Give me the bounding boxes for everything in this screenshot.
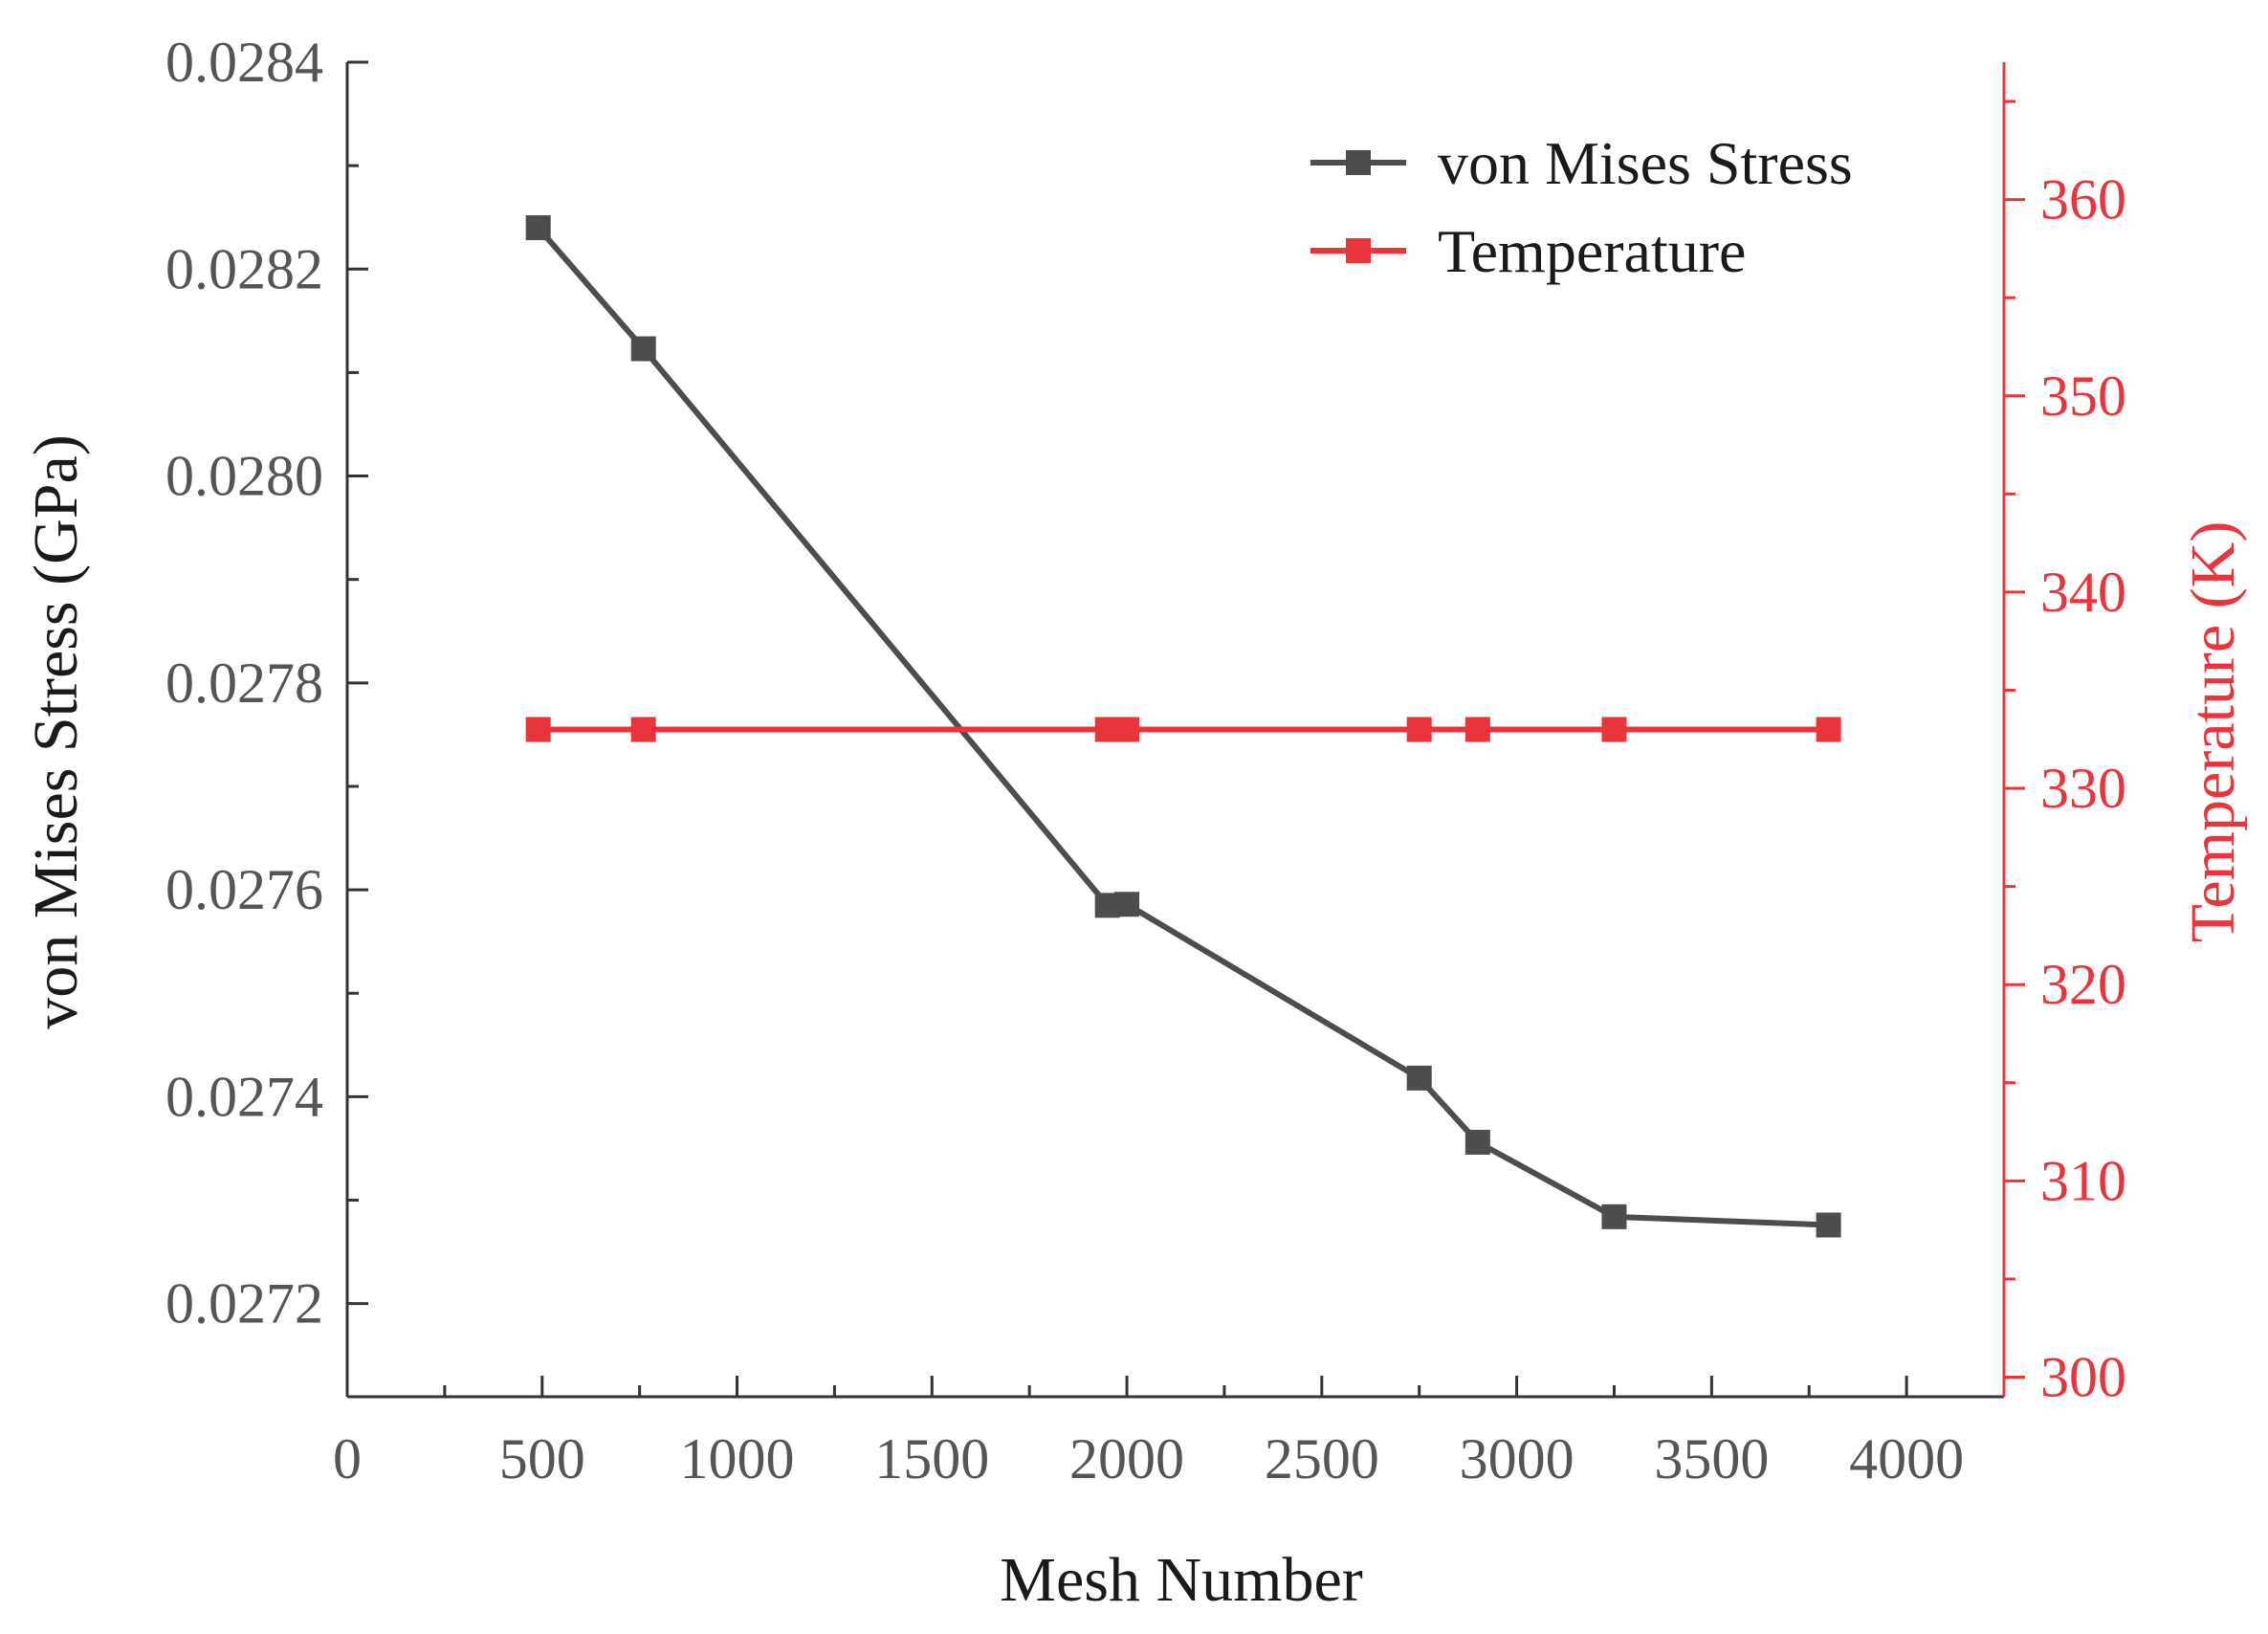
- x-tick-label: 2500: [1265, 1427, 1379, 1490]
- y-right-tick-label: 360: [2040, 168, 2126, 232]
- y-left-tick-label: 0.0278: [165, 651, 323, 715]
- y-right-tick-label: 310: [2040, 1149, 2126, 1212]
- temperature-point: [1601, 717, 1627, 742]
- von-mises-stress-point: [1114, 892, 1140, 917]
- x-tick-label: 0: [333, 1427, 362, 1490]
- y-left-tick-label: 0.0280: [165, 445, 323, 508]
- von-mises-stress-line: [536, 226, 1829, 1228]
- y-right-tick-label: 350: [2040, 364, 2126, 428]
- x-tick-label: 1000: [680, 1427, 795, 1490]
- y-left-tick-label: 0.0274: [165, 1065, 323, 1128]
- von-mises-stress-point: [525, 215, 551, 241]
- y-left-tick-label: 0.0282: [165, 237, 323, 300]
- x-tick-label: 4000: [1849, 1427, 1964, 1490]
- y-axis-right-title: Temperature (K): [2178, 521, 2248, 943]
- temperature-point: [525, 717, 551, 742]
- y-left-tick-label: 0.0276: [165, 858, 323, 921]
- y-right-tick-label: 300: [2040, 1345, 2126, 1408]
- temperature-point: [1464, 717, 1490, 742]
- series-markers: [525, 215, 1841, 1238]
- temperature-point: [1816, 717, 1841, 742]
- ticks: 0 500 1000 1500 2000 2500 3000 3500 4000 0.0272 0.…: [165, 31, 2126, 1490]
- y-left-tick-label: 0.0272: [165, 1272, 323, 1336]
- x-tick-label: 2000: [1069, 1427, 1184, 1490]
- y-right-tick-label: 320: [2040, 953, 2126, 1016]
- temperature-point: [630, 717, 656, 742]
- legend: von Mises Stress Temperature: [1310, 129, 1853, 285]
- x-tick-label: 500: [499, 1427, 585, 1490]
- von-mises-stress-point: [630, 336, 656, 362]
- y-right-tick-label: 330: [2040, 757, 2126, 820]
- x-tick-label: 1500: [874, 1427, 989, 1490]
- legend-von-mises-stress-label: von Mises Stress: [1438, 129, 1853, 197]
- von-mises-stress-point: [1816, 1212, 1841, 1238]
- series-lines: [536, 226, 1829, 1228]
- y-right-tick-label: 340: [2040, 561, 2126, 624]
- von-mises-stress-point: [1601, 1203, 1627, 1229]
- y-left-tick-label: 0.0284: [165, 31, 323, 94]
- legend-temperature-marker: [1346, 238, 1371, 263]
- von-mises-stress-point: [1406, 1065, 1432, 1091]
- x-tick-label: 3000: [1460, 1427, 1574, 1490]
- temperature-point: [1114, 717, 1140, 742]
- x-axis-title: Mesh Number: [1000, 1545, 1362, 1615]
- von-mises-stress-point: [1464, 1129, 1490, 1155]
- y-axis-left-title: von Mises Stress (GPa): [21, 434, 91, 1029]
- x-tick-label: 3500: [1654, 1427, 1769, 1490]
- temperature-point: [1406, 717, 1432, 742]
- legend-von-mises-stress-marker: [1346, 150, 1371, 175]
- legend-temperature-label: Temperature: [1438, 217, 1746, 285]
- axes: [345, 62, 2006, 1399]
